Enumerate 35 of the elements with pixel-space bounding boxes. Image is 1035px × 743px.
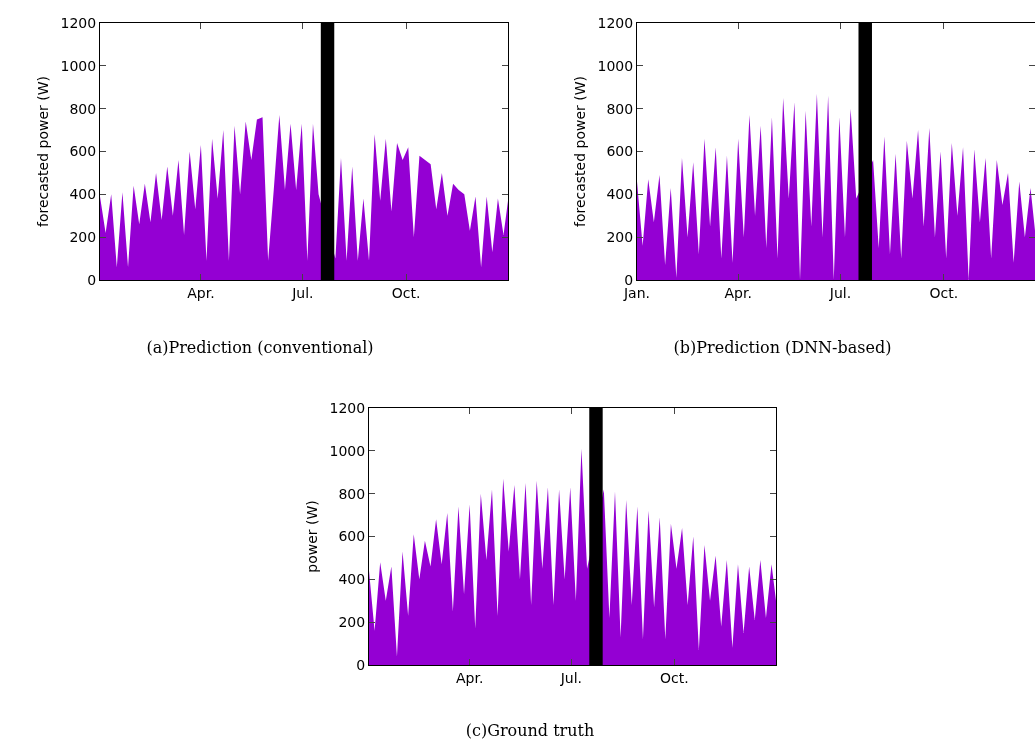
y-tick-label: 400 — [338, 571, 366, 588]
x-tick-label: Oct. — [391, 284, 421, 301]
y-tick-label: 1000 — [597, 57, 634, 74]
y-tick-label: 600 — [606, 143, 634, 160]
x-tick-label: Jul. — [828, 284, 852, 301]
text: (a)Prediction (conventional) — [146, 337, 374, 357]
y-tick-label: 600 — [69, 143, 97, 160]
y-tick-label: 1200 — [329, 399, 366, 416]
y-tick-label: 400 — [69, 186, 97, 203]
y-tick-label: 0 — [87, 271, 97, 288]
x-tick-label: Oct. — [929, 284, 959, 301]
y-axis-title: forecasted power (W) — [35, 75, 52, 228]
x-tick-label: Jul. — [559, 669, 583, 686]
x-tick-label: Apr. — [724, 284, 752, 301]
y-tick-label: 200 — [338, 614, 366, 631]
y-tick-label: 0 — [356, 656, 366, 673]
text: (c)Ground truth — [465, 720, 595, 740]
y-tick-label: 1200 — [60, 14, 97, 31]
y-tick-label: 800 — [338, 485, 366, 502]
y-tick-label: 200 — [606, 229, 634, 246]
x-tick-label: Apr. — [455, 669, 484, 686]
y-tick-label: 1200 — [597, 14, 634, 31]
y-axis-title: forecasted power (W) — [572, 75, 589, 228]
x-tick-label: Apr. — [187, 284, 215, 301]
y-axis-title: power (W) — [304, 500, 321, 573]
y-tick-label: 800 — [69, 100, 97, 117]
text: (b)Prediction (DNN-based) — [673, 337, 892, 357]
x-tick-label: Jul. — [291, 284, 314, 301]
y-tick-label: 200 — [69, 229, 97, 246]
x-tick-label: Oct. — [659, 669, 689, 686]
y-tick-label: 400 — [606, 186, 634, 203]
y-tick-label: 800 — [606, 100, 634, 117]
y-tick-label: 600 — [338, 528, 366, 545]
y-tick-label: 1000 — [60, 57, 97, 74]
y-tick-label: 1000 — [329, 442, 366, 459]
